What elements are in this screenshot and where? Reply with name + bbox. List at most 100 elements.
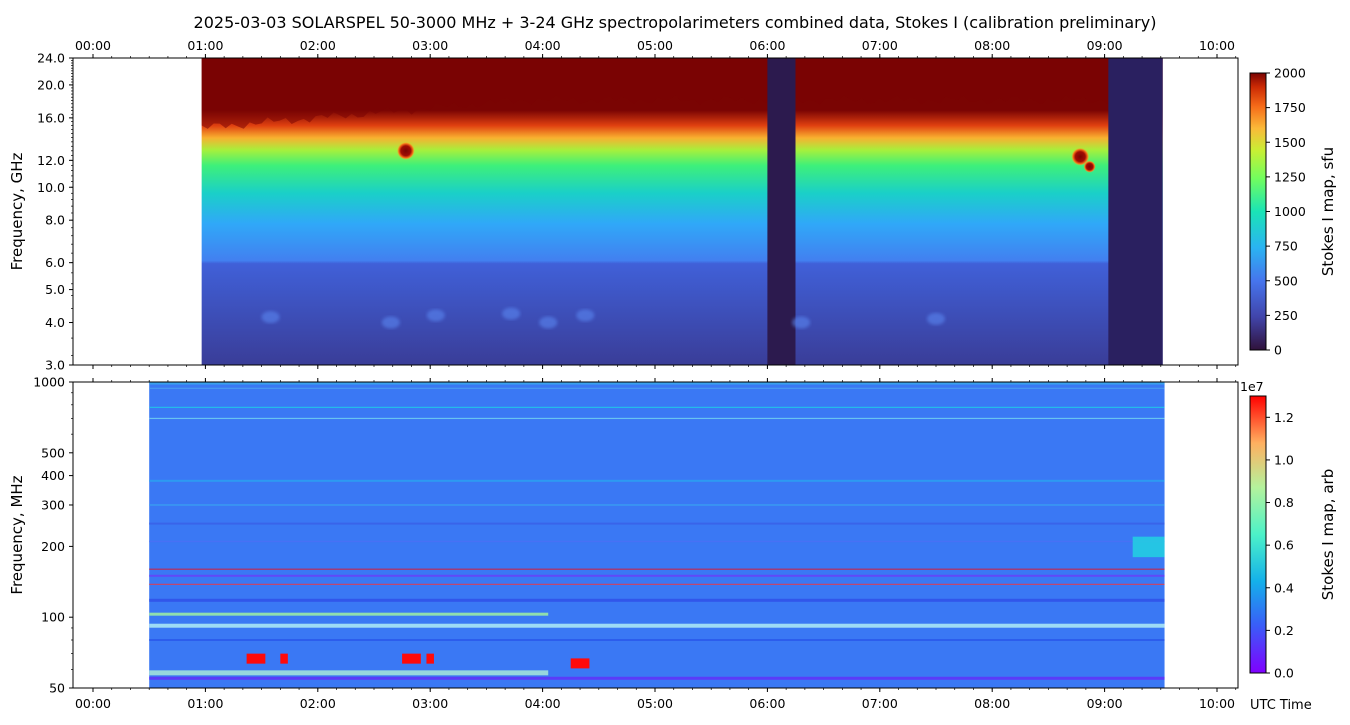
rfi-burst <box>570 658 590 669</box>
bottom-colorbar-label: Stokes I map, arb <box>1319 469 1337 600</box>
x-tick-label: 06:00 <box>749 38 785 53</box>
spectral-feature <box>792 316 811 329</box>
late-band <box>1132 536 1165 558</box>
top-intensity-edge <box>201 58 1163 129</box>
colorbar-tick-label: 250 <box>1274 308 1298 323</box>
top-panel: 3.0 4.0 5.0 6.0 8.0 10.0 12.0 16.0 20.0 24.0 Frequ… <box>8 38 1239 373</box>
frequency-band <box>149 387 1165 389</box>
top-y-label: Frequency, GHz <box>8 152 26 270</box>
bottom-spectrogram-fill <box>149 382 1165 688</box>
frequency-band <box>149 417 1165 420</box>
colorbar-tick-label: 1.2 <box>1274 410 1294 425</box>
y-tick-label: 4.0 <box>45 315 65 330</box>
frequency-band <box>149 522 1165 525</box>
x-tick-label: 02:00 <box>300 696 336 711</box>
y-tick-label: 20.0 <box>37 77 65 92</box>
spectral-feature <box>927 312 945 325</box>
data-gap <box>767 58 796 365</box>
rfi-burst <box>426 653 434 664</box>
x-tick-label: 09:00 <box>1087 38 1123 53</box>
x-tick-label: 08:00 <box>974 38 1010 53</box>
burst-marker <box>396 141 415 160</box>
x-tick-label: 01:00 <box>187 696 223 711</box>
y-tick-label: 300 <box>41 497 65 512</box>
colorbar-tick-label: 0.0 <box>1274 666 1294 681</box>
x-tick-label: 10:00 <box>1199 38 1235 53</box>
bottom-y-label: Frequency, MHz <box>8 475 26 594</box>
frequency-band <box>149 574 1165 577</box>
x-tick-label: 07:00 <box>862 696 898 711</box>
figure-title: 2025-03-03 SOLARSPEL 50-3000 MHz + 3-24 … <box>194 13 1157 32</box>
spectral-feature <box>502 307 521 320</box>
colorbar-tick-label: 2000 <box>1274 66 1306 81</box>
frequency-band <box>149 670 549 676</box>
x-tick-label: 02:00 <box>300 38 336 53</box>
colorbar-tick-label: 0.4 <box>1274 580 1294 595</box>
colorbar-tick-label: 1000 <box>1274 204 1306 219</box>
y-tick-label: 16.0 <box>37 110 65 125</box>
top-colorbar <box>1249 72 1267 351</box>
x-tick-label: 08:00 <box>974 696 1010 711</box>
x-tick-label: 05:00 <box>637 38 673 53</box>
x-tick-label: 01:00 <box>187 38 223 53</box>
y-tick-label: 6.0 <box>45 255 65 270</box>
x-tick-label: 06:00 <box>749 696 785 711</box>
burst-marker <box>1071 147 1090 166</box>
x-tick-label: 03:00 <box>412 38 448 53</box>
frequency-band <box>149 676 1165 680</box>
x-tick-label: 00:00 <box>75 696 111 711</box>
rfi-burst <box>246 653 266 664</box>
x-axis-title: UTC Time <box>1250 698 1312 713</box>
y-tick-label: 3.0 <box>45 358 65 373</box>
frequency-band <box>149 540 1165 543</box>
spectral-feature <box>261 311 280 324</box>
y-tick-label: 24.0 <box>37 51 65 66</box>
frequency-band <box>149 612 549 616</box>
colorbar-tick-label: 750 <box>1274 239 1298 254</box>
top-colorbar-label: Stokes I map, sfu <box>1319 147 1337 276</box>
colorbars: 0 250 500 750 1000 1250 1500 1750 2000 Stokes I m… <box>1240 66 1337 681</box>
colorbar-tick-label: 1.0 <box>1274 452 1294 467</box>
y-tick-label: 12.0 <box>37 153 65 168</box>
colorbar-tick-label: 0 <box>1274 343 1282 358</box>
y-tick-label: 1000 <box>33 375 65 390</box>
colorbar-tick-label: 0.2 <box>1274 623 1294 638</box>
bottom-colorbar <box>1249 395 1267 674</box>
y-tick-label: 500 <box>41 445 65 460</box>
colorbar-tick-label: 1250 <box>1274 169 1306 184</box>
spectral-feature <box>539 316 558 329</box>
colorbar-tick-label: 1750 <box>1274 100 1306 115</box>
frequency-band <box>149 479 1165 482</box>
bottom-panel: 50 100 200 300 400 500 1000 Frequency, MHz 00:00… <box>8 375 1239 711</box>
colorbar-tick-label: 500 <box>1274 273 1298 288</box>
x-tick-label: 03:00 <box>412 696 448 711</box>
y-tick-label: 50 <box>49 681 65 696</box>
frequency-band <box>149 504 1165 506</box>
x-tick-label: 10:00 <box>1199 696 1235 711</box>
rfi-burst <box>402 653 421 664</box>
x-tick-label: 05:00 <box>637 696 673 711</box>
spectral-feature <box>426 309 445 322</box>
y-tick-label: 400 <box>41 468 65 483</box>
x-tick-label: 07:00 <box>862 38 898 53</box>
spectral-feature <box>381 316 400 329</box>
x-tick-label: 04:00 <box>525 696 561 711</box>
burst-marker <box>1083 160 1096 173</box>
frequency-band <box>149 598 1165 602</box>
spectral-feature <box>576 309 595 322</box>
y-tick-label: 200 <box>41 539 65 554</box>
frequency-band <box>149 406 1165 408</box>
frequency-band <box>149 583 1165 585</box>
rfi-burst <box>280 653 288 664</box>
y-tick-label: 8.0 <box>45 213 65 228</box>
colorbar-tick-label: 0.8 <box>1274 495 1294 510</box>
frequency-band <box>149 381 1165 385</box>
frequency-band <box>149 638 1165 641</box>
colorbar-tick-label: 1500 <box>1274 135 1306 150</box>
x-tick-label: 00:00 <box>75 38 111 53</box>
colorbar-tick-label: 0.6 <box>1274 538 1294 553</box>
y-tick-label: 100 <box>41 610 65 625</box>
data-gap <box>1108 58 1163 365</box>
colorbar-multiplier: 1e7 <box>1240 379 1264 394</box>
